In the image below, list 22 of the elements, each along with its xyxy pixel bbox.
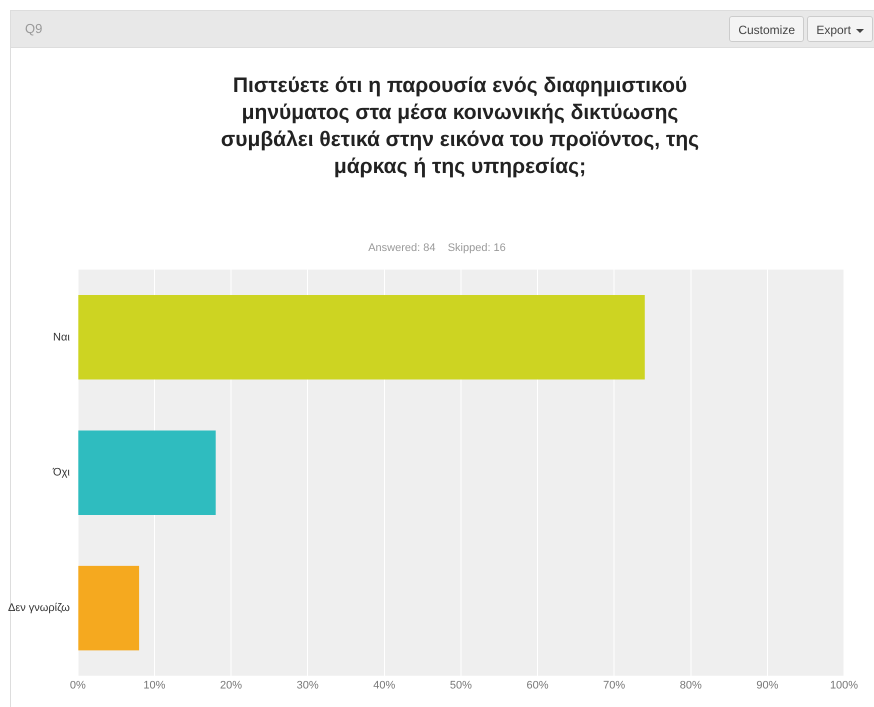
x-tick-label: 50%: [450, 679, 472, 692]
bar: [78, 430, 216, 515]
chart-subtitle: Answered: 84 Skipped: 16: [367, 242, 507, 254]
text: Export: [816, 23, 851, 37]
x-tick-label: 70%: [603, 679, 626, 692]
x-tick-label: 90%: [756, 679, 779, 692]
text: Customize: [729, 16, 804, 42]
x-tick-label: 80%: [680, 679, 702, 692]
y-tick-label: Ναι: [53, 331, 70, 344]
x-tick-label: 60%: [526, 679, 549, 692]
x-tick-label: 10%: [143, 679, 166, 692]
bar: [78, 295, 645, 380]
x-tick-label: 0%: [70, 679, 86, 692]
bar: [78, 566, 140, 650]
y-tick-label: Όχι: [52, 466, 70, 479]
x-tick-label: 20%: [220, 679, 242, 692]
y-tick-label: Δεν γνωρίζω: [8, 602, 70, 614]
x-tick-label: 40%: [373, 679, 396, 692]
chart-title: Πιστεύετε ότι η παρουσία ενός διαφημιστικού μηνύματος στα μέσα κοινωνικής δικτύωσης συμβάλει θετικά στην εικόνα του προϊόντος, της μάρκας ή της υπηρεσίας;: [220, 73, 700, 180]
x-tick-label: 30%: [296, 679, 319, 692]
x-tick-label: 100%: [830, 679, 858, 692]
text: Q9: [25, 21, 42, 36]
